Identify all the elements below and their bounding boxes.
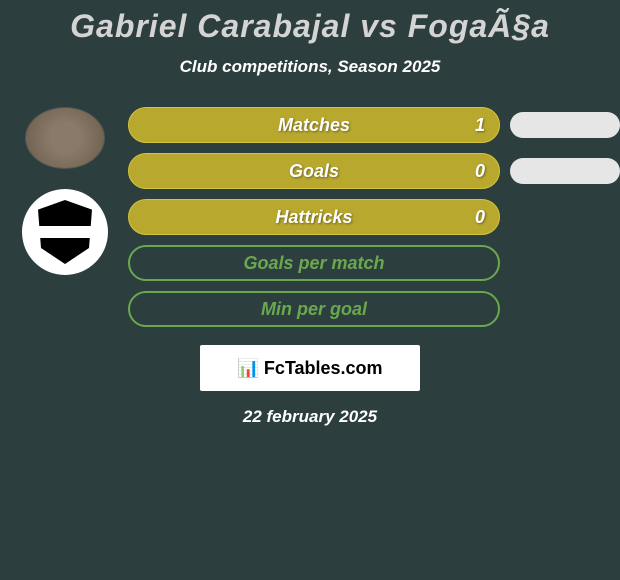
stat-bar: Matches 1 — [128, 107, 500, 143]
date-label: 22 february 2025 — [243, 407, 377, 427]
bar-row: Min per goal — [128, 291, 620, 327]
logo-text: FcTables.com — [264, 358, 383, 379]
bar-row: Goals per match — [128, 245, 620, 281]
subtitle: Club competitions, Season 2025 — [180, 57, 441, 77]
bar-row: Hattricks 0 — [128, 199, 620, 235]
stat-label: Goals per match — [243, 253, 384, 274]
avatars-column — [10, 107, 120, 327]
stat-bar: Hattricks 0 — [128, 199, 500, 235]
comparison-pill — [510, 158, 620, 184]
stat-bar: Goals 0 — [128, 153, 500, 189]
stat-label: Goals — [289, 161, 339, 182]
site-logo: 📊 FcTables.com — [200, 345, 420, 391]
stat-value: 0 — [475, 161, 485, 182]
stat-value: 1 — [475, 115, 485, 136]
bar-row: Matches 1 — [128, 107, 620, 143]
stat-bar: Goals per match — [128, 245, 500, 281]
bar-row: Goals 0 — [128, 153, 620, 189]
stat-label: Hattricks — [275, 207, 352, 228]
club-badge — [22, 189, 108, 275]
chart-icon: 📊 — [237, 358, 259, 379]
club-badge-shield — [35, 200, 95, 264]
stat-label: Matches — [278, 115, 350, 136]
player-avatar — [25, 107, 105, 169]
stat-bar: Min per goal — [128, 291, 500, 327]
content-row: Matches 1 Goals 0 Hattricks 0 Goals per match M… — [0, 107, 620, 327]
page-title: Gabriel Carabajal vs FogaÃ§a — [70, 8, 550, 45]
comparison-pill — [510, 112, 620, 138]
stat-value: 0 — [475, 207, 485, 228]
stat-label: Min per goal — [261, 299, 367, 320]
bars-column: Matches 1 Goals 0 Hattricks 0 Goals per match M… — [128, 107, 620, 327]
